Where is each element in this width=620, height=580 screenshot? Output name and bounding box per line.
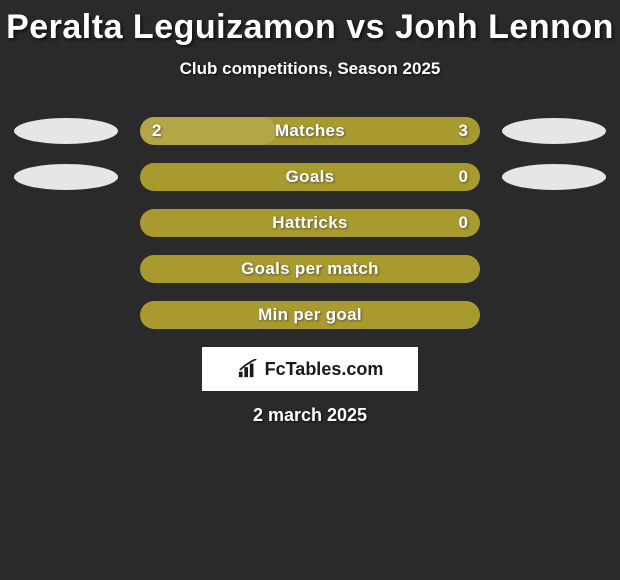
stat-right-value: 0 [459, 163, 468, 191]
stat-bar: Goals per match [140, 255, 480, 283]
stat-row: Goals0 [0, 163, 620, 191]
page-title: Peralta Leguizamon vs Jonh Lennon [0, 8, 620, 47]
page-subtitle: Club competitions, Season 2025 [0, 59, 620, 79]
stat-label: Min per goal [140, 301, 480, 329]
stats-comparison-card: Peralta Leguizamon vs Jonh Lennon Club c… [0, 0, 620, 426]
stat-label: Matches [140, 117, 480, 145]
bars-chart-icon [237, 359, 259, 379]
stat-left-value: 2 [152, 117, 161, 145]
player-left-ellipse [14, 164, 118, 190]
stat-bar: Min per goal [140, 301, 480, 329]
stat-row: Hattricks0 [0, 209, 620, 237]
stat-bar: Hattricks0 [140, 209, 480, 237]
stat-bar: Goals0 [140, 163, 480, 191]
stat-right-value: 3 [459, 117, 468, 145]
stat-label: Goals [140, 163, 480, 191]
stat-row: Matches2 3 [0, 117, 620, 145]
stat-rows: Matches23Goals0Hattricks0Goals per match… [0, 117, 620, 329]
brand-badge: FcTables.com [202, 347, 418, 391]
player-right-ellipse [502, 118, 606, 144]
player-right-ellipse [502, 164, 606, 190]
player-left-ellipse [14, 118, 118, 144]
stat-right-value: 0 [459, 209, 468, 237]
stat-label: Goals per match [140, 255, 480, 283]
stat-bar: Matches2 3 [140, 117, 480, 145]
footer-date: 2 march 2025 [0, 405, 620, 426]
brand-text: FcTables.com [265, 359, 384, 380]
stat-row: Min per goal [0, 301, 620, 329]
stat-label: Hattricks [140, 209, 480, 237]
stat-row: Goals per match [0, 255, 620, 283]
